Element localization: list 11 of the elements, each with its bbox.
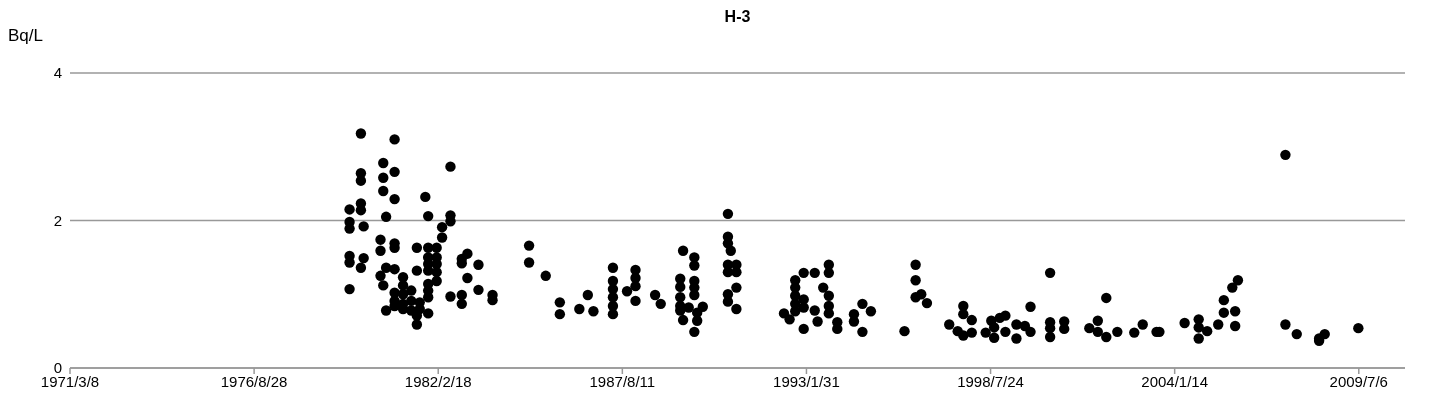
x-tick-label: 2009/7/6 xyxy=(1329,372,1388,390)
x-tick-label: 1993/1/31 xyxy=(773,372,840,390)
x-tick-label: 1976/8/28 xyxy=(220,372,288,390)
x-tick-label: 1982/2/18 xyxy=(404,372,472,390)
chart-title: H-3 xyxy=(723,8,752,26)
y-tick-label: 2 xyxy=(53,211,62,229)
y-tick-label: 4 xyxy=(53,64,62,82)
x-tick-label: 1987/8/11 xyxy=(589,372,656,390)
y-axis-title: Bq/L xyxy=(8,26,43,46)
x-tick-label: 1998/7/24 xyxy=(957,372,1024,390)
x-tick-label: 2004/1/14 xyxy=(1141,372,1209,390)
